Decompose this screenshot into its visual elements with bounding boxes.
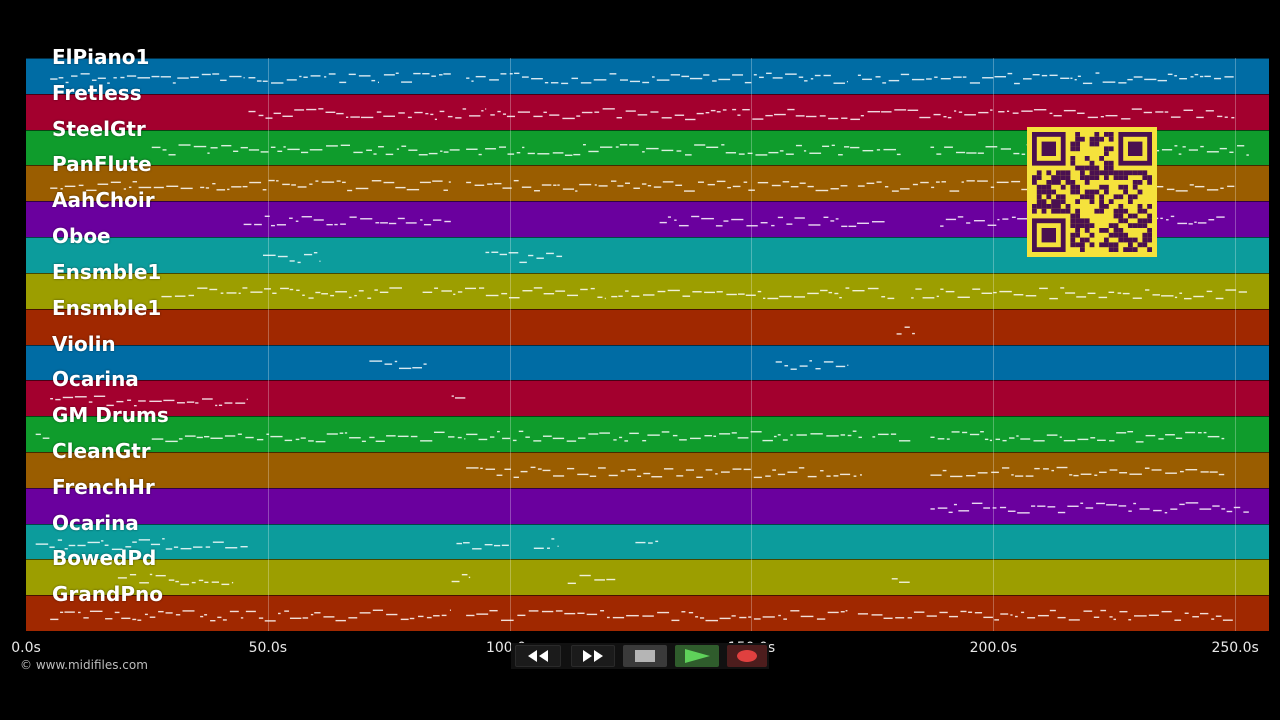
track-name: Ensmble1 [52,295,162,320]
track-name: ElPiano1 [52,45,150,69]
track-lane [26,487,1269,524]
time-gridline [751,58,753,631]
time-tick-label: 50.0s [248,640,288,656]
track-name: Fretless [52,80,142,105]
track-lane [26,523,1269,560]
stop-icon [635,650,655,662]
play-button[interactable] [675,645,719,667]
track-name: Violin [52,331,116,356]
track-lane [26,559,1269,596]
record-icon [737,650,757,662]
track-lane [26,595,1269,631]
time-tick-label: 0.0s [11,640,41,656]
time-gridline [993,58,995,631]
play-icon [685,649,710,663]
qr-code-icon[interactable] [1027,127,1157,257]
track-name: Ocarina [52,510,139,535]
rewind-button[interactable] [515,645,561,667]
track-lane [26,272,1269,309]
track-name: FrenchHr [52,474,155,499]
time-gridline [1235,58,1237,631]
time-tick-label: 250.0s [1211,640,1259,656]
track-name: AahChoir [52,188,155,213]
track-name: CleanGtr [52,438,151,463]
track-lane [26,58,1269,94]
time-gridline [509,58,511,631]
transport-controls [511,643,769,669]
time-gridline [267,58,269,631]
fast-forward-icon [583,650,603,662]
track-name: SteelGtr [52,116,146,141]
track-name: Ocarina [52,367,139,392]
track-name: BowedPd [52,546,157,571]
track-lane [26,344,1269,381]
track-name: GrandPno [52,582,163,607]
track-name: PanFlute [52,152,152,177]
rewind-icon [528,650,548,662]
record-button[interactable] [727,645,767,667]
time-tick-label: 200.0s [969,640,1017,656]
fast-forward-button[interactable] [571,645,615,667]
track-name: Ensmble1 [52,259,162,284]
track-lane [26,416,1269,452]
copyright-text: © www.midifiles.com [20,658,148,672]
stop-button[interactable] [623,645,667,667]
track-lane [26,451,1269,488]
track-name: Oboe [52,224,111,249]
track-lane [26,380,1269,417]
track-name: GM Drums [52,403,169,428]
track-lane [26,93,1269,130]
track-lane [26,308,1269,345]
